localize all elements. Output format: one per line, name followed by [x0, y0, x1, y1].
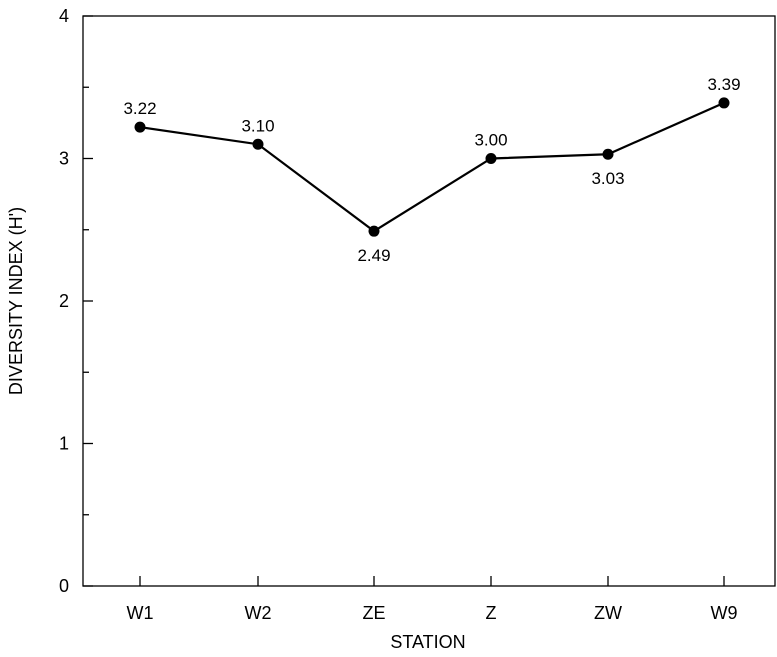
x-tick-label: Z	[486, 603, 497, 623]
x-tick-label: W2	[245, 603, 272, 623]
x-tick-label: ZE	[362, 603, 385, 623]
y-axis-title: DIVERSITY INDEX (H')	[6, 207, 26, 395]
ticks: 0 1 2 3 4 W1 W2 ZE Z ZW W9	[59, 6, 738, 623]
data-label: 2.49	[357, 246, 390, 265]
data-label: 3.39	[707, 75, 740, 94]
series-line	[139, 101, 725, 233]
data-label: 3.22	[123, 99, 156, 118]
y-tick-label: 4	[59, 6, 69, 26]
data-point	[718, 97, 730, 109]
data-label: 3.03	[591, 169, 624, 188]
plot-frame	[82, 15, 776, 587]
x-axis-title: STATION	[390, 632, 465, 652]
y-tick-label: 1	[59, 434, 69, 454]
data-label: 3.00	[474, 131, 507, 150]
data-label: 3.10	[241, 116, 274, 135]
data-point	[134, 121, 146, 133]
y-tick-label: 3	[59, 149, 69, 169]
data-series: 3.22 3.10 2.49 3.00 3.03 3.39	[123, 75, 740, 265]
y-tick-label: 2	[59, 291, 69, 311]
axes	[82, 15, 776, 587]
data-point	[252, 138, 264, 150]
x-tick-label: ZW	[594, 603, 622, 623]
y-tick-label: 0	[59, 576, 69, 596]
x-tick-label: W9	[711, 603, 738, 623]
data-point	[602, 148, 614, 160]
x-tick-label: W1	[127, 603, 154, 623]
data-point	[368, 225, 380, 237]
data-point	[485, 153, 497, 164]
